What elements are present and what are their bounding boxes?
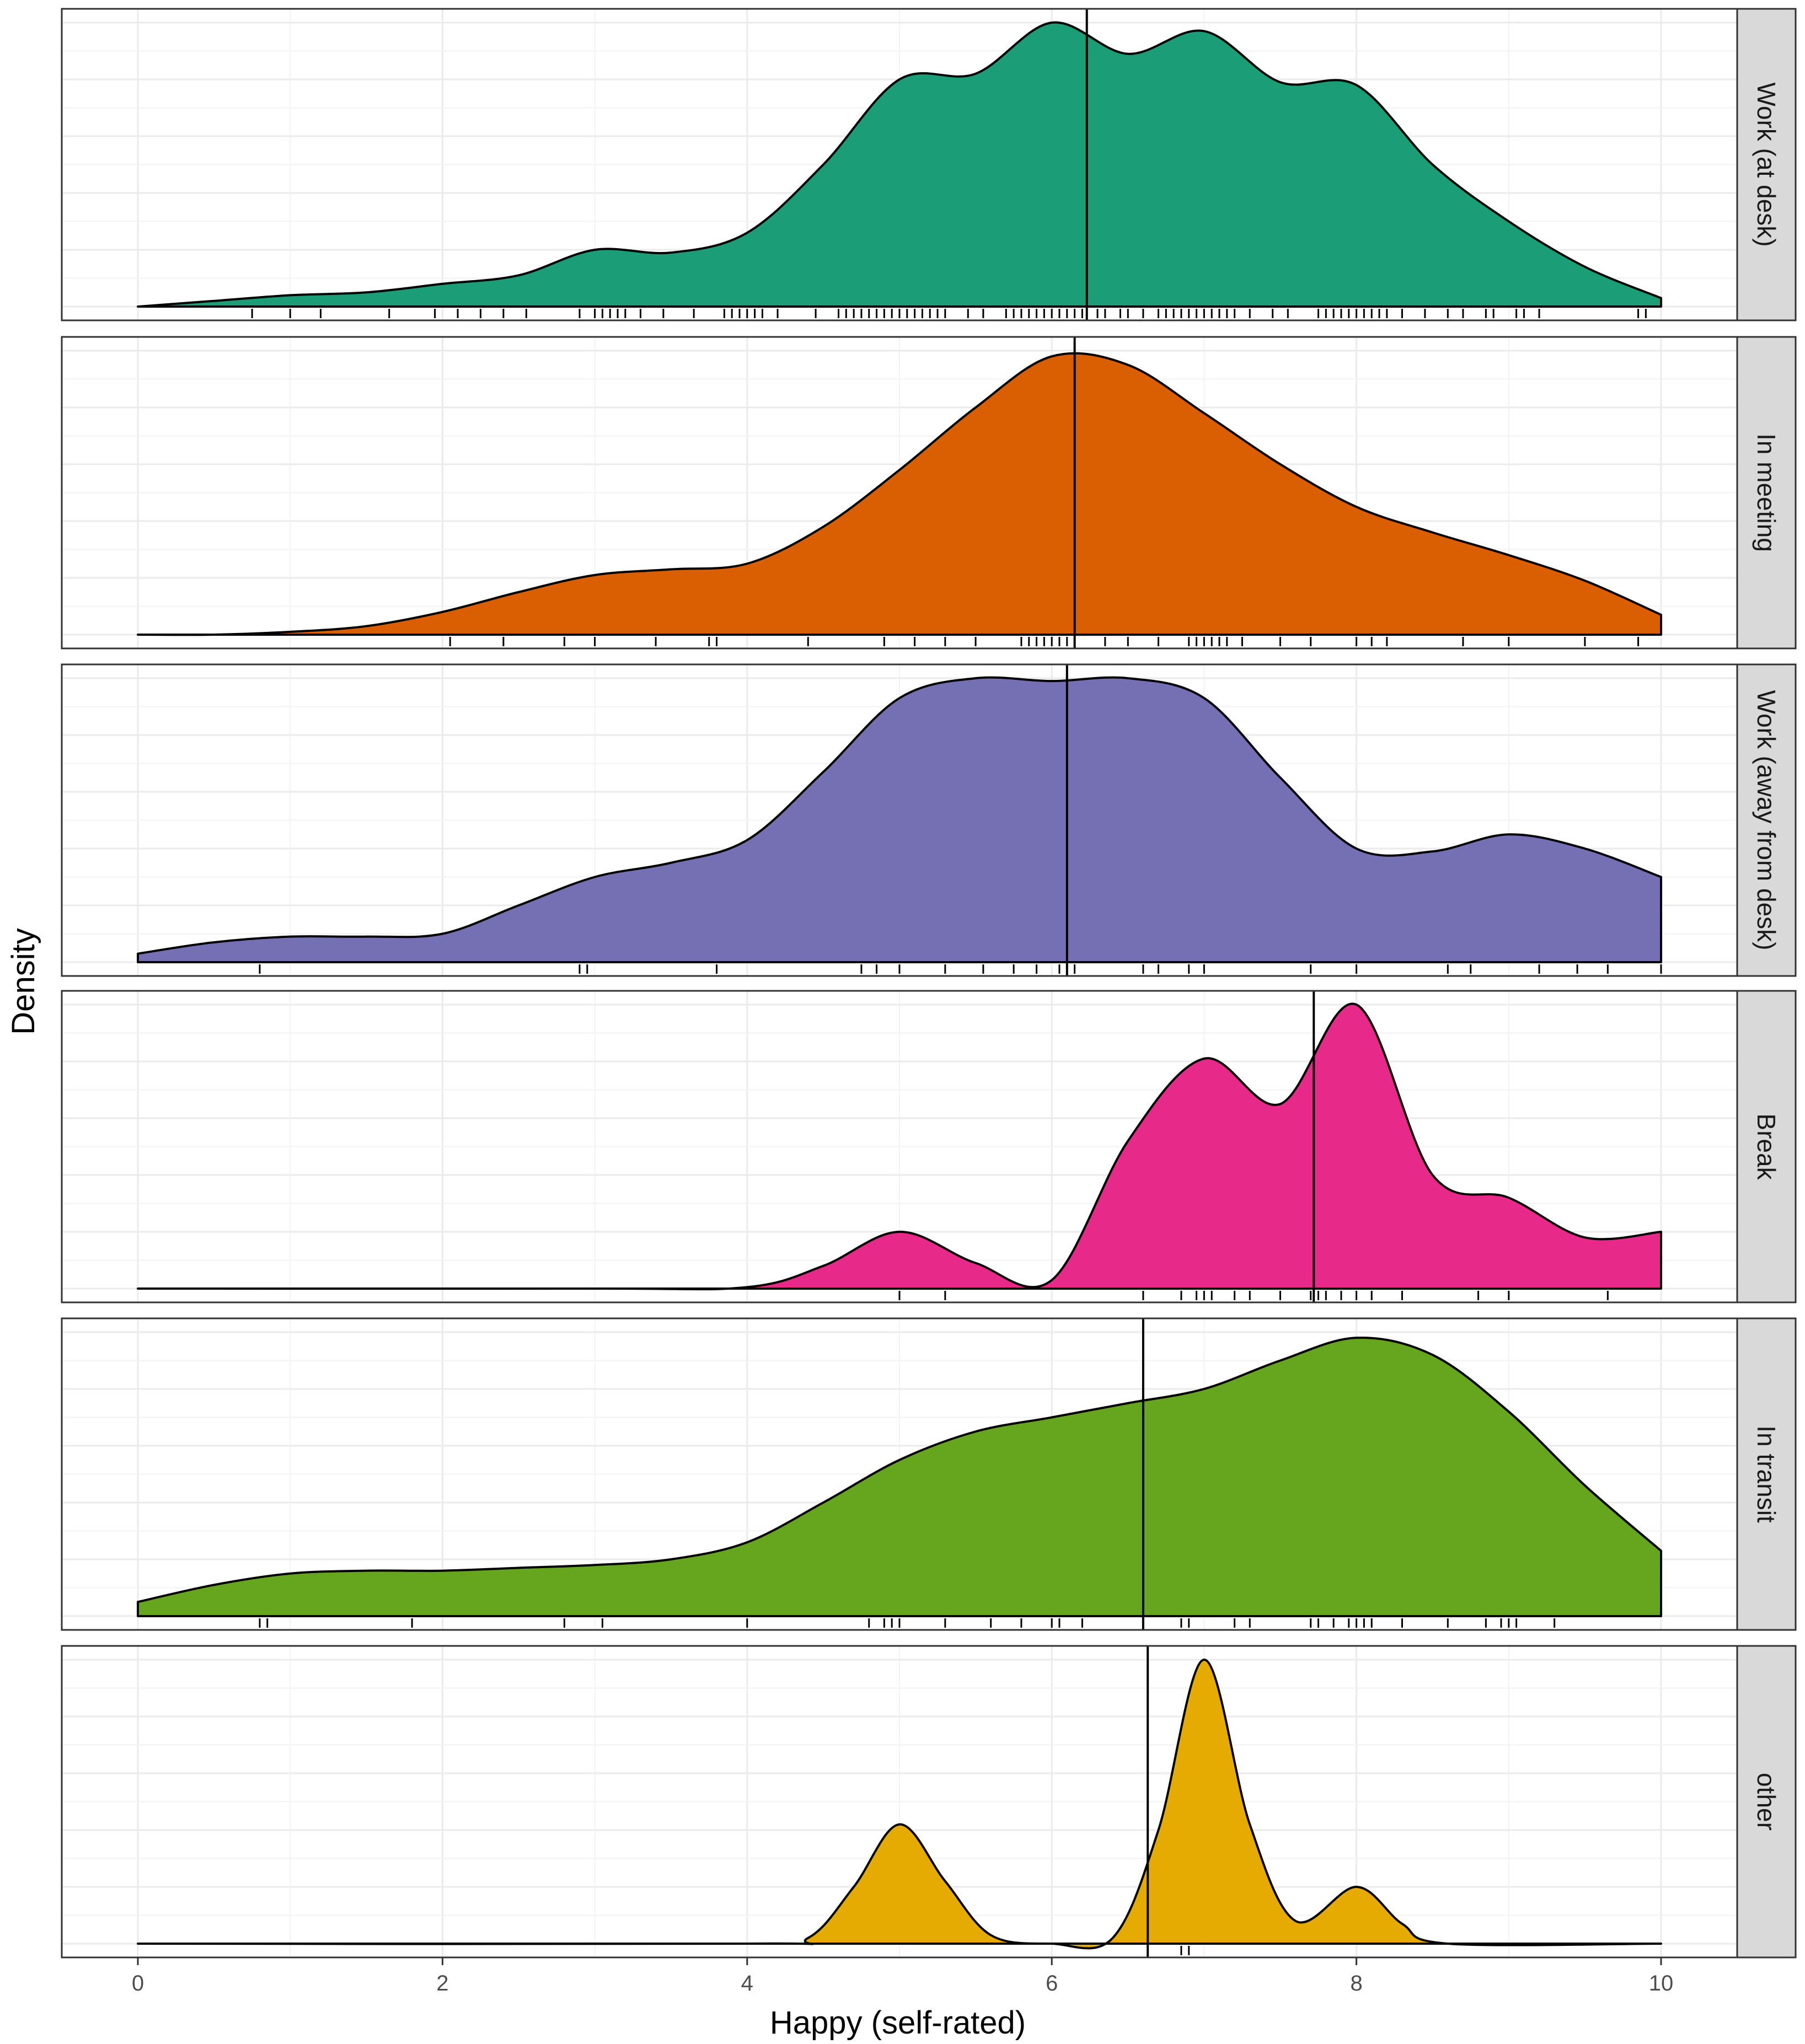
facet-panels: Work (at desk) In meeting Work (away from …	[61, 8, 1797, 1959]
y-axis-title: Density	[6, 928, 41, 1034]
facet-panel: In meeting	[61, 336, 1797, 650]
density-area	[138, 1004, 1661, 1290]
density-outline	[137, 21, 1662, 308]
density-area	[138, 1659, 1661, 1949]
facet-strip-label: Break	[1752, 1113, 1781, 1180]
density-area	[138, 677, 1661, 962]
density-outline	[137, 676, 1662, 963]
density-area	[138, 1338, 1661, 1616]
facet-strip	[1736, 1645, 1797, 1959]
facet-strip	[1736, 663, 1797, 977]
density-outline	[137, 352, 1662, 636]
density-outline	[137, 1002, 1662, 1291]
facet-strip-label: other	[1752, 1773, 1781, 1831]
facet-panel: Break	[61, 990, 1797, 1303]
facet-panel: Work (away from desk)	[61, 663, 1797, 977]
facet-strip	[1736, 990, 1797, 1303]
facet-strip	[1736, 336, 1797, 650]
facet-strip-label: In meeting	[1752, 433, 1781, 552]
facet-strip-label: Work (at desk)	[1752, 82, 1781, 246]
facet-panel: Work (at desk)	[61, 8, 1797, 321]
facet-strip	[1736, 8, 1797, 321]
density-outline	[137, 1658, 1662, 1950]
x-tick-label: 2	[436, 1971, 448, 1995]
x-tick-label: 4	[741, 1971, 753, 1995]
x-axis: 0 2 4 6 8 10	[132, 1957, 1673, 1995]
x-tick-label: 8	[1350, 1971, 1362, 1995]
facet-strip-label: Work (away from desk)	[1752, 690, 1781, 950]
x-tick-label: 0	[132, 1971, 144, 1995]
facet-panel: In transit	[61, 1317, 1797, 1631]
x-tick-label: 6	[1046, 1971, 1058, 1995]
density-outline	[137, 1337, 1662, 1617]
density-area	[138, 353, 1661, 635]
facet-strip	[1736, 1317, 1797, 1631]
x-tick-label: 10	[1649, 1971, 1674, 1995]
facet-strip-label: In transit	[1752, 1425, 1781, 1523]
density-area	[138, 22, 1661, 307]
x-axis-title: Happy (self-rated)	[770, 2005, 1026, 2041]
facet-panel: other	[61, 1645, 1797, 1959]
